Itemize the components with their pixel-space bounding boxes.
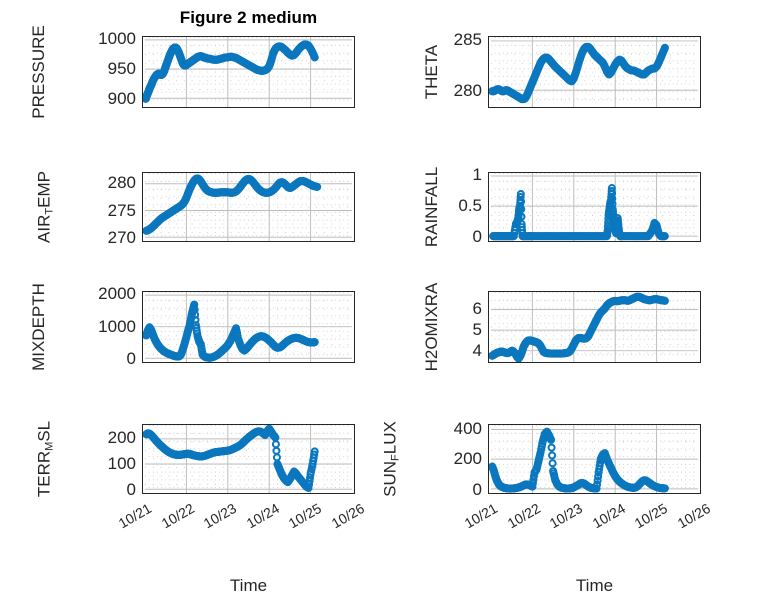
axes-box <box>142 36 355 108</box>
x-tick-label: 10/26 <box>674 500 713 532</box>
panel-mixdepth <box>142 291 355 363</box>
y-axis-label: AIRTEMP <box>34 171 56 243</box>
x-axis-label: Time <box>229 576 268 595</box>
axes-box <box>142 172 355 242</box>
x-tick-label: 10/26 <box>328 500 367 532</box>
x-tick-label: 10/22 <box>158 500 197 532</box>
y-tick-label: 200 <box>107 428 136 448</box>
plot-area <box>143 173 352 241</box>
y-tick-label: 275 <box>107 200 136 220</box>
panel-terr-msl <box>142 424 355 494</box>
y-tick-label: 0 <box>126 480 136 500</box>
y-axis-label: SUNFLUX <box>380 421 402 497</box>
y-tick-label: 270 <box>107 228 136 248</box>
data-series <box>143 425 319 492</box>
y-tick-label: 0 <box>126 349 136 369</box>
axes-box <box>142 424 355 494</box>
panel-sun-flux <box>488 424 701 494</box>
y-tick-label: 1000 <box>98 29 136 48</box>
plot-area <box>489 292 699 362</box>
x-tick-label: 10/22 <box>504 500 543 532</box>
y-tick-label: 280 <box>453 80 482 100</box>
x-tick-label: 10/24 <box>243 500 282 532</box>
data-series <box>489 42 669 104</box>
panel-rainfall <box>488 172 701 242</box>
y-axis-label: PRESSURE <box>29 25 48 119</box>
data-series <box>143 300 319 362</box>
axes-box <box>488 36 701 108</box>
y-axis-label: MIXDEPTH <box>29 283 48 371</box>
y-tick-label: 0.5 <box>458 196 482 216</box>
plot-area <box>489 173 698 241</box>
data-series <box>489 292 669 362</box>
x-tick-label: 10/21 <box>115 500 154 532</box>
axes-box <box>488 291 701 363</box>
x-tick-label: 10/25 <box>632 500 671 532</box>
plot-area <box>143 37 353 107</box>
y-tick-label: 950 <box>107 59 136 78</box>
y-tick-label: 0 <box>472 227 482 247</box>
figure-canvas: 900 950 1000 PRESSURE 280 285 THETA 270 275 280 AI… <box>29 8 713 595</box>
plot-area <box>489 37 699 107</box>
y-tick-label: 900 <box>107 89 136 108</box>
y-tick-label: 280 <box>107 173 136 193</box>
y-tick-label: 100 <box>107 454 136 474</box>
y-tick-label: 1 <box>472 165 482 185</box>
y-axis-label: THETA <box>422 44 441 100</box>
y-axis-label: RAINFALL <box>422 166 441 248</box>
y-tick-label: 4 <box>472 341 482 361</box>
x-tick-label: 10/25 <box>286 500 325 532</box>
axes-box <box>488 172 701 242</box>
data-series <box>143 174 322 235</box>
data-series <box>489 184 669 241</box>
y-tick-label: 285 <box>453 30 482 50</box>
panel-pressure <box>142 36 355 108</box>
y-tick-label: 5 <box>472 320 482 340</box>
x-tick-label: 10/23 <box>546 500 586 532</box>
y-axis-label: TERRMSL <box>34 420 56 498</box>
panel-air-temp <box>142 172 355 242</box>
y-tick-label: 6 <box>472 299 482 318</box>
figure-title: Figure 2 medium <box>179 8 318 27</box>
panel-h2omixra <box>488 291 701 363</box>
plot-area <box>143 292 353 362</box>
x-tick-label: 10/24 <box>589 500 628 532</box>
x-tick-label: 10/21 <box>461 500 500 532</box>
y-tick-label: 0 <box>472 479 482 499</box>
y-tick-label: 400 <box>453 418 482 438</box>
axes-box <box>142 291 355 363</box>
panel-theta <box>488 36 701 108</box>
plot-area <box>143 425 352 493</box>
y-tick-label: 1000 <box>98 316 136 336</box>
plot-area <box>489 425 698 493</box>
data-series <box>143 40 319 103</box>
x-tick-label: 10/23 <box>200 500 240 532</box>
axes-box <box>488 424 701 494</box>
x-axis-label: Time <box>575 576 614 595</box>
data-series <box>489 427 669 493</box>
y-tick-label: 200 <box>453 449 482 469</box>
y-tick-label: 2000 <box>98 284 136 304</box>
y-axis-label: H2OMIXRA <box>422 282 441 372</box>
